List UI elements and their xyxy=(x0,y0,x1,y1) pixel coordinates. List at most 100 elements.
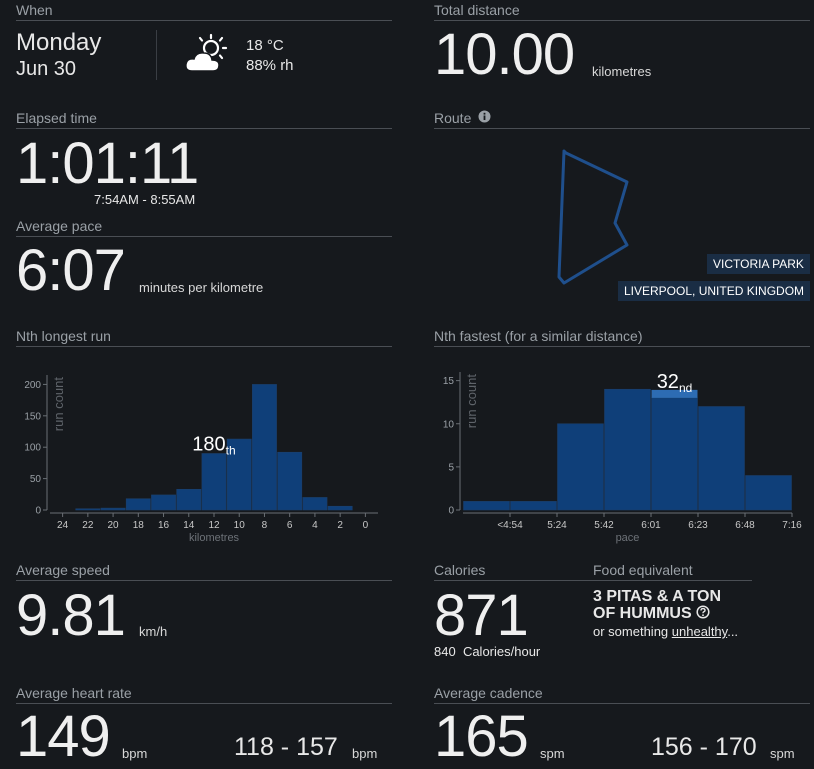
x-tick-label: 6 xyxy=(287,520,293,531)
total-distance-label: Total distance xyxy=(434,2,520,18)
calories-value: 871 xyxy=(434,583,529,648)
x-tick-label: 24 xyxy=(57,520,69,531)
pace-divider xyxy=(16,236,392,237)
heart-rate-divider xyxy=(16,703,392,704)
elapsed-time-value: 1:01:11 xyxy=(16,131,199,196)
chart-bar xyxy=(252,384,277,511)
y-tick-label: 150 xyxy=(24,411,41,422)
cadence-value: 165 xyxy=(434,704,529,769)
route-place-tag: VICTORIA PARK xyxy=(707,254,810,274)
chart-bar xyxy=(327,505,353,511)
chart-bar xyxy=(125,498,151,511)
nth-longest-label: Nth longest run xyxy=(16,328,111,344)
pace-label: Average pace xyxy=(16,218,103,234)
food-sub-suffix: ... xyxy=(727,624,739,639)
route-label: Route xyxy=(434,110,472,126)
unhealthy-link[interactable]: unhealthy xyxy=(671,624,728,639)
chart-bar xyxy=(651,397,698,511)
x-tick-label: 6:01 xyxy=(641,520,661,531)
nth-longest-divider xyxy=(16,346,392,347)
chart-bar xyxy=(151,494,176,511)
x-axis-label: pace xyxy=(616,532,640,544)
chart-bar xyxy=(698,406,745,511)
cadence-unit: spm xyxy=(540,746,565,761)
rank-annotation: 32nd xyxy=(657,371,693,395)
route-map[interactable] xyxy=(550,145,640,290)
rank-suffix: th xyxy=(226,443,236,457)
x-axis-label: kilometres xyxy=(189,532,240,544)
y-tick-label: 0 xyxy=(448,506,454,517)
x-tick-label: 5:24 xyxy=(547,520,567,531)
chart-bar xyxy=(557,423,604,511)
rank-annotation: 180th xyxy=(192,433,235,457)
calories-divider xyxy=(434,580,752,581)
route-divider xyxy=(434,128,810,129)
total-distance-value: 10.00 xyxy=(434,22,575,87)
elapsed-time-divider xyxy=(16,128,392,129)
calories-rate: 840 Calories/hour xyxy=(434,644,540,659)
chart-bar xyxy=(201,453,227,511)
food-subtext: or something unhealthy... xyxy=(593,624,738,639)
heart-rate-range: 118 - 157 xyxy=(234,733,338,761)
partly-cloudy-icon xyxy=(185,33,228,72)
x-tick-label: 5:42 xyxy=(594,520,614,531)
y-tick-label: 5 xyxy=(448,462,454,473)
chart-bar xyxy=(226,438,252,511)
x-tick-label: 6:23 xyxy=(688,520,708,531)
x-tick-label: 14 xyxy=(183,520,195,531)
y-tick-label: 100 xyxy=(24,443,41,454)
speed-divider xyxy=(16,580,392,581)
speed-value: 9.81 xyxy=(16,583,126,648)
rank-number: 32 xyxy=(657,371,679,393)
temperature: 18 °C xyxy=(246,37,284,54)
route-path xyxy=(557,149,629,285)
cadence-range: 156 - 170 xyxy=(651,733,757,761)
elapsed-time-label: Elapsed time xyxy=(16,110,97,126)
x-tick-label: 2 xyxy=(337,520,343,531)
food-label: Food equivalent xyxy=(593,562,693,578)
chart-bar xyxy=(100,507,126,511)
pace-unit: minutes per kilometre xyxy=(139,280,264,295)
x-tick-label: 6:48 xyxy=(735,520,755,531)
elapsed-time-range: 7:54AM - 8:55AM xyxy=(94,192,196,207)
date: Jun 30 xyxy=(16,58,77,80)
x-tick-label: 20 xyxy=(108,520,120,531)
nth-fastest-divider xyxy=(434,346,810,347)
x-tick-label: 12 xyxy=(208,520,220,531)
speed-label: Average speed xyxy=(16,562,110,578)
chart-bar xyxy=(604,388,651,511)
x-tick-label: 7:16 xyxy=(782,520,802,531)
calories-label: Calories xyxy=(434,562,486,578)
x-tick-label: 0 xyxy=(363,520,369,531)
x-tick-label: 8 xyxy=(262,520,268,531)
y-tick-label: 200 xyxy=(24,380,41,391)
question-circle-icon[interactable] xyxy=(696,605,710,619)
x-tick-label: 10 xyxy=(234,520,246,531)
chart-bar xyxy=(277,451,303,511)
info-icon[interactable] xyxy=(478,110,491,123)
calories-rate-value: 840 xyxy=(434,644,456,659)
nth-fastest-chart: 0 5 10 15 run count <4:54 5:24 5:42 6:01 6:23 6:48… xyxy=(443,371,802,544)
when-separator xyxy=(156,30,157,80)
chart-bar xyxy=(745,475,792,511)
x-tick-label: 22 xyxy=(82,520,94,531)
heart-rate-range-unit: bpm xyxy=(352,746,378,761)
x-tick-label: 4 xyxy=(312,520,318,531)
chart-bar-highlight xyxy=(651,389,698,398)
cadence-divider xyxy=(434,703,810,704)
speed-unit: km/h xyxy=(139,624,168,639)
y-axis-label: run count xyxy=(464,374,479,429)
humidity: 88% rh xyxy=(246,57,294,74)
chart-bar xyxy=(176,488,202,511)
when-divider xyxy=(16,20,392,21)
y-tick-label: 50 xyxy=(30,474,42,485)
total-distance-unit: kilometres xyxy=(592,64,652,79)
rank-number: 180 xyxy=(192,433,225,455)
chart-bar xyxy=(510,501,557,511)
food-line-1: 3 PITAS & A TON xyxy=(593,588,722,605)
x-tick-label: 18 xyxy=(133,520,145,531)
rank-suffix: nd xyxy=(679,381,692,395)
calories-rate-unit: Calories/hour xyxy=(462,644,541,659)
heart-rate-unit: bpm xyxy=(122,746,148,761)
